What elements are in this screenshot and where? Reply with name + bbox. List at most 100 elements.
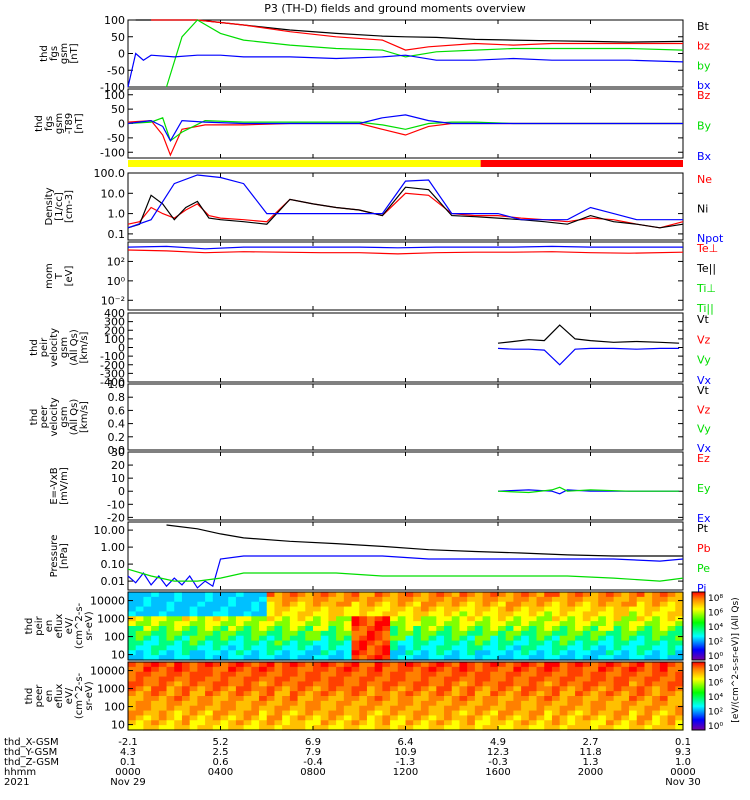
y-tick-label: 100.0 [94, 167, 126, 180]
spectrogram-cell [675, 621, 684, 627]
spectrogram-cell [243, 626, 252, 632]
spectrogram-cell [289, 611, 299, 617]
spectrogram-cell [289, 601, 299, 608]
spectrogram-cell [166, 601, 175, 608]
spectrogram-cell [282, 601, 291, 608]
spectrogram-cell [390, 715, 399, 721]
spectrogram-cell [444, 650, 453, 656]
spectrogram-cell [305, 720, 314, 726]
spectrogram-cell [590, 596, 599, 603]
spectrogram-cell [336, 650, 345, 656]
spectrogram-cell [621, 715, 630, 721]
spectrogram-cell [135, 655, 145, 661]
spectrogram-cell [667, 606, 676, 613]
spectrogram-cell [575, 671, 584, 678]
spectrogram-cell [490, 700, 499, 707]
spectrogram-cell [490, 696, 499, 702]
spectrogram-cell [336, 601, 345, 608]
spectrogram-cell [659, 601, 669, 608]
spectrogram-cell [521, 592, 530, 598]
spectrogram-cell [582, 606, 592, 613]
spectrogram-cell [166, 696, 175, 702]
spectrogram-cell [135, 606, 145, 613]
spectrogram-cell [636, 616, 646, 622]
spectrogram-cell [328, 725, 337, 731]
y-tick-label: 10⁻² [101, 294, 125, 307]
spectrogram-cell [428, 691, 437, 697]
spectrogram-cell [536, 705, 545, 712]
spectrogram-cell [251, 640, 260, 647]
spectrogram-cell [659, 640, 669, 647]
spectrogram-cell [567, 671, 576, 678]
spectrogram-cell [644, 666, 653, 673]
spectrogram-cell [613, 630, 622, 637]
spectrogram-cell [644, 621, 653, 627]
spectrogram-cell [351, 700, 360, 707]
spectrogram-cell [181, 601, 191, 608]
y-tick-label: 30 [111, 446, 125, 459]
spectrogram-cell [374, 592, 383, 598]
spectrogram-cell [675, 676, 684, 683]
spectrogram-cell [128, 635, 137, 642]
spectrogram-cell [582, 725, 592, 731]
spectrogram-cell [590, 655, 599, 661]
spectrogram-cell [659, 630, 669, 637]
spectrogram-cell [282, 626, 291, 632]
spectrogram-cell [305, 592, 314, 598]
spectrogram-cell [359, 691, 368, 697]
spectrogram-cell [498, 720, 507, 726]
spectrogram-cell [158, 700, 168, 707]
spectrogram-cell [212, 635, 222, 642]
spectrogram-cell [521, 676, 530, 683]
spectrogram-cell [212, 710, 222, 717]
spectrogram-cell [243, 676, 252, 683]
spectrogram-cell [305, 671, 314, 678]
spectrogram-cell [551, 681, 561, 687]
spectrogram-cell [143, 671, 152, 678]
spectrogram-cell [181, 606, 191, 613]
legend-entry: Ex [697, 512, 711, 525]
spectrogram-cell [652, 601, 661, 608]
spectrogram-cell [528, 596, 538, 603]
spectrogram-cell [451, 720, 461, 726]
spectrogram-cell [205, 606, 214, 613]
spectrogram-cell [382, 645, 391, 651]
spectrogram-cell [189, 592, 198, 598]
spectrogram-cell [559, 720, 568, 726]
spectrogram-cell [582, 705, 592, 712]
spectrogram-cell [590, 700, 599, 707]
spectrogram-cell [297, 592, 306, 598]
spectrogram-cell [598, 662, 607, 668]
spectrogram-cell [459, 621, 468, 627]
spectrogram-cell [212, 700, 222, 707]
spectrogram-cell [505, 676, 515, 683]
spectrogram-cell [652, 611, 661, 617]
spectrogram-cell [135, 725, 145, 731]
spectrogram-cell [128, 696, 137, 702]
spectrogram-cell [605, 640, 615, 647]
spectrogram-cell [613, 592, 622, 598]
legend-entry: Vz [697, 333, 711, 346]
spectrogram-cell [459, 691, 468, 697]
series-line-bt [135, 19, 684, 43]
spectrogram-cell [305, 601, 314, 608]
spectrogram-cell [605, 725, 615, 731]
spectrogram-cell [667, 650, 676, 656]
spectrogram-cell [644, 640, 653, 647]
spectrogram-cell [405, 725, 414, 731]
spectrogram-cell [297, 676, 306, 683]
spectrogram-cell [636, 700, 646, 707]
spectrogram-cell [521, 611, 530, 617]
spectrogram-cell [598, 691, 607, 697]
spectrogram-cell [505, 725, 515, 731]
spectrogram-cell [320, 705, 330, 712]
spectrogram-cell [652, 705, 661, 712]
spectrogram-cell [135, 611, 145, 617]
spectrogram-cell [374, 626, 383, 632]
spectrogram-cell [521, 640, 530, 647]
spectrogram-cell [459, 696, 468, 702]
spectrogram-cell [359, 700, 368, 707]
spectrogram-cell [235, 630, 245, 637]
spectrogram-cell [498, 596, 507, 603]
